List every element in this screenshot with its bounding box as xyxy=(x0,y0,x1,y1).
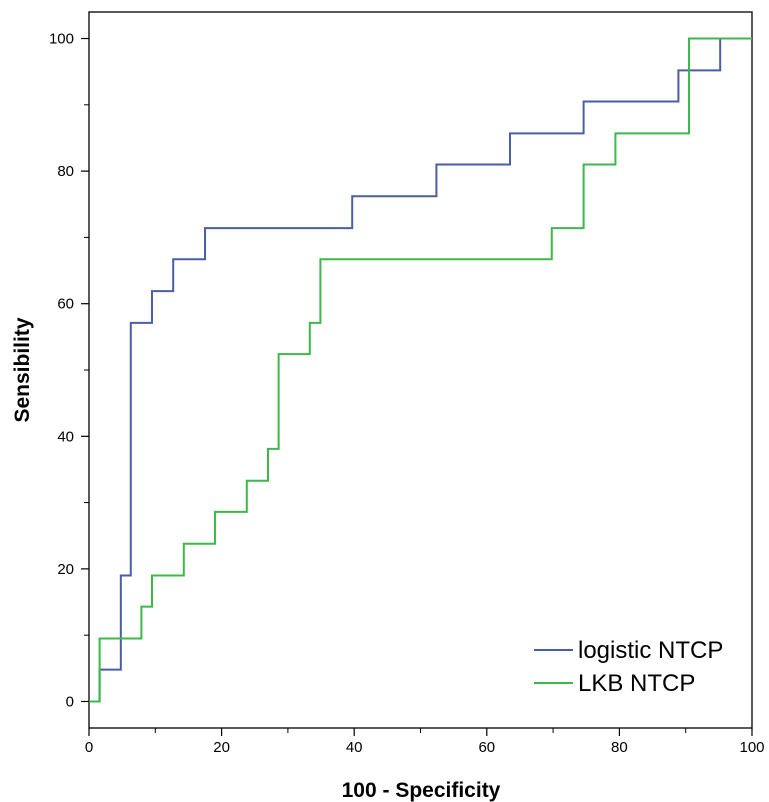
axes: 0 20 40 60 80 100 0 20 40 60 80 100 xyxy=(49,31,765,756)
x-tick-label: 80 xyxy=(611,739,628,756)
series-line-logistic-ntcp xyxy=(89,37,752,703)
y-tick-label: 100 xyxy=(49,31,74,48)
y-tick-label: 60 xyxy=(57,296,74,313)
series-line-lkb-ntcp xyxy=(89,37,752,703)
x-tick-label: 20 xyxy=(213,739,230,756)
x-tick-label: 0 xyxy=(85,739,93,756)
x-axis-title: 100 - Specificity xyxy=(342,779,501,802)
y-tick-label: 80 xyxy=(57,163,74,180)
y-tick-label: 0 xyxy=(66,693,74,710)
legend: logistic NTCP LKB NTCP xyxy=(534,637,723,697)
series-layer xyxy=(89,37,752,703)
y-tick-label: 40 xyxy=(57,428,74,445)
x-tick-label: 60 xyxy=(478,739,495,756)
legend-label: LKB NTCP xyxy=(578,670,695,697)
plot-frame xyxy=(88,11,753,729)
y-axis-title: Sensibility xyxy=(11,317,34,422)
y-tick-label: 20 xyxy=(57,561,74,578)
x-tick-label: 40 xyxy=(346,739,363,756)
plot-area xyxy=(88,11,753,729)
x-tick-label: 100 xyxy=(739,739,764,756)
legend-label: logistic NTCP xyxy=(578,637,723,664)
